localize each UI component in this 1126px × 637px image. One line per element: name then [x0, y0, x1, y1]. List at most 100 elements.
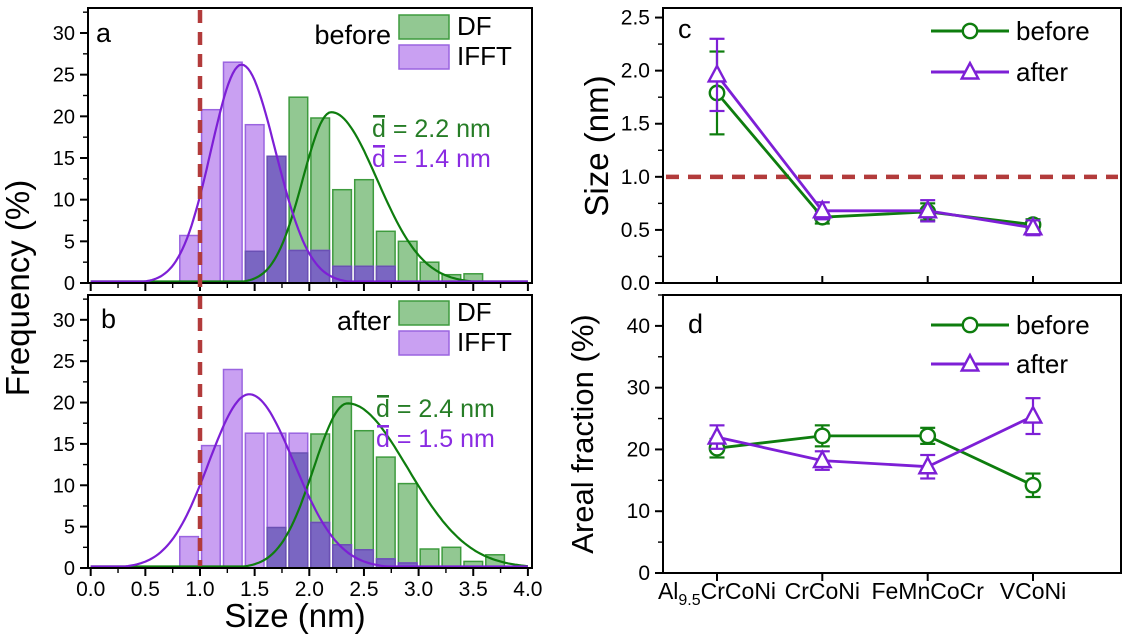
legend-label: IFFT [457, 41, 512, 71]
x-tick-label: 0.0 [76, 578, 105, 601]
y-tick-label: 15 [53, 148, 75, 170]
category-label: FeMnCoCr [871, 578, 984, 604]
marker-circle-before [961, 316, 979, 334]
dbar-overline [377, 425, 389, 428]
y-tick-label: 20 [53, 106, 75, 128]
x-tick-label: 1.0 [185, 578, 214, 601]
marker-triangle-after [706, 425, 728, 445]
category-label: VCoNi [1000, 578, 1066, 604]
legend-swatch-df [398, 14, 450, 40]
marker-triangle-after [917, 199, 939, 219]
y-tick-label: 2.5 [621, 7, 650, 30]
mean-annotation: d = 2.2 nm [372, 115, 491, 143]
dbar-overline [373, 115, 385, 118]
histogram-bar-ifft [222, 61, 243, 284]
legend-label: after [1016, 57, 1068, 87]
panel-d-frame [662, 294, 1122, 574]
histogram-bar-ifft [179, 535, 200, 569]
legend-swatch-df [398, 300, 450, 326]
x-tick-label: 3.5 [459, 578, 488, 601]
x-tick-label: 4.0 [513, 578, 542, 601]
histogram-bar-df [353, 429, 375, 569]
panel-b-frame [87, 294, 533, 569]
panel-letter-b: b [101, 304, 116, 334]
panel-letter-d: d [688, 309, 703, 339]
areal-fraction-axis-title: Areal fraction (%) [565, 314, 600, 554]
panel-a-frame [87, 7, 533, 284]
histogram-bar-df [419, 548, 440, 569]
marker-triangle-after [706, 63, 728, 83]
legend-label: before [1016, 16, 1090, 46]
histogram-bar-ifft [200, 108, 221, 284]
x-tick-label: 0.5 [131, 578, 160, 601]
y-tick-label: 20 [53, 393, 75, 415]
ifft-fit-curve [90, 393, 528, 568]
x-tick-label: 2.0 [295, 578, 324, 601]
marker-circle-before [1024, 476, 1042, 494]
histogram-bar-df [375, 456, 396, 569]
marker-triangle-after [1022, 216, 1044, 236]
y-tick-label: 0 [64, 558, 75, 580]
mean-annotation: d = 1.4 nm [372, 145, 491, 173]
histogram-bar-df [397, 482, 418, 569]
y-tick-label: 1.5 [621, 113, 650, 136]
histogram-bar-df [441, 546, 462, 569]
y-tick-label: 10 [627, 500, 650, 523]
histogram-bar-df [397, 240, 418, 284]
category-label: Al9.5CrCoNi [658, 578, 776, 609]
y-tick-label: 0 [64, 273, 75, 295]
legend-label: after [1016, 349, 1068, 379]
marker-triangle-after [917, 455, 939, 475]
mean-annotation: d = 2.4 nm [376, 395, 495, 423]
panel-letter-c: c [678, 14, 692, 44]
y-tick-label: 10 [53, 190, 75, 212]
y-tick-label: 0 [638, 562, 650, 585]
ifft-fit-curve [90, 63, 528, 283]
marker-triangle-after [811, 449, 833, 469]
df-fit-curve [90, 402, 528, 568]
legend-label: before [1016, 310, 1090, 340]
condition-label: before [314, 20, 391, 50]
histogram-bar-overlap [288, 249, 309, 284]
marker-triangle-after [959, 352, 981, 372]
series-line-before [716, 434, 1034, 487]
y-tick-label: 30 [627, 377, 650, 400]
histogram-bar-ifft [179, 234, 200, 284]
size-axis-title-bottom: Size (nm) [224, 597, 366, 634]
series-line-after [716, 414, 1034, 469]
series-line-before [715, 91, 1034, 226]
y-tick-label: 10 [53, 475, 75, 497]
histogram-bar-overlap [266, 155, 287, 284]
y-tick-label: 25 [53, 351, 75, 373]
series-line-after [715, 74, 1034, 230]
category-label: CrCoNi [785, 578, 860, 604]
marker-triangle-after [811, 199, 833, 219]
marker-triangle-after [1022, 404, 1044, 424]
frequency-axis-title: Frequency (%) [0, 179, 36, 397]
dbar-overline [377, 395, 389, 398]
y-tick-label: 20 [627, 438, 650, 461]
dbar-overline [373, 145, 385, 148]
x-tick-label: 3.0 [404, 578, 433, 601]
marker-circle-before [961, 22, 979, 40]
y-tick-label: 5 [64, 231, 75, 253]
y-tick-label: 30 [53, 23, 75, 45]
marker-circle-before [813, 427, 831, 445]
condition-label: after [337, 306, 391, 336]
df-fit-curve [90, 111, 528, 283]
y-tick-label: 30 [53, 310, 75, 332]
x-tick-label: 2.5 [349, 578, 378, 601]
histogram-bar-ifft [200, 444, 221, 569]
y-tick-label: 40 [627, 315, 650, 338]
legend-swatch-ifft [398, 330, 450, 356]
marker-circle-before [919, 427, 937, 445]
y-tick-label: 1.0 [621, 166, 650, 189]
legend-label: DF [457, 11, 492, 41]
x-tick-label: 1.5 [240, 578, 269, 601]
y-tick-label: 0.0 [621, 272, 650, 295]
histogram-bar-overlap [266, 526, 287, 569]
y-tick-label: 0.5 [621, 219, 650, 242]
panel-c-frame [662, 7, 1122, 284]
